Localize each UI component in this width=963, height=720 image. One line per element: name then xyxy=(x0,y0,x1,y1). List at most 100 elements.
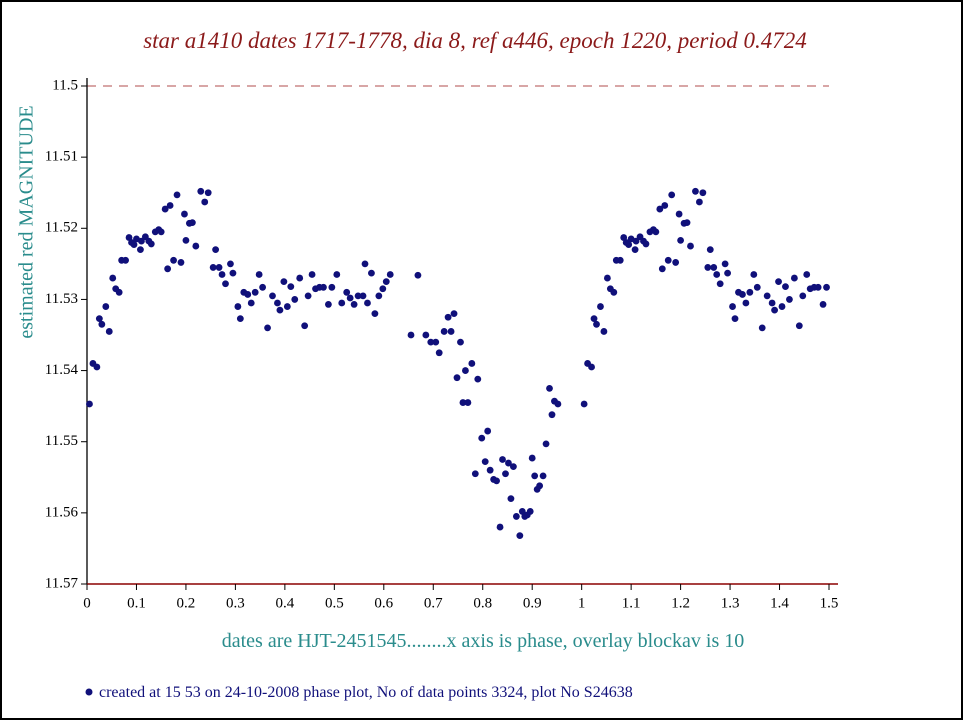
data-point xyxy=(182,236,190,244)
data-point xyxy=(181,210,188,218)
data-point xyxy=(98,320,106,328)
data-point xyxy=(130,241,138,249)
data-point xyxy=(768,299,776,307)
data-point xyxy=(531,472,539,480)
x-tick-label: 0.3 xyxy=(226,595,245,611)
data-point xyxy=(255,271,263,278)
data-point xyxy=(597,303,604,310)
x-tick-label: 0.4 xyxy=(275,595,294,611)
data-point xyxy=(259,283,267,291)
data-point xyxy=(782,283,789,291)
data-point xyxy=(204,189,212,197)
data-point xyxy=(548,411,556,419)
data-point xyxy=(795,322,803,330)
data-point xyxy=(354,292,362,300)
data-point xyxy=(192,242,200,250)
data-point xyxy=(427,338,435,346)
data-point xyxy=(803,271,811,278)
data-point xyxy=(716,280,724,288)
data-point xyxy=(251,288,259,296)
data-point xyxy=(432,338,440,346)
data-point xyxy=(291,296,299,303)
data-point xyxy=(542,440,550,448)
data-point xyxy=(215,264,223,271)
data-point xyxy=(713,271,721,278)
data-point xyxy=(209,264,217,271)
data-point xyxy=(386,271,394,278)
data-point xyxy=(440,328,448,335)
data-point xyxy=(177,259,185,266)
data-point xyxy=(516,532,524,540)
data-point xyxy=(274,299,281,307)
data-point xyxy=(664,256,672,264)
data-point xyxy=(786,296,793,303)
data-point xyxy=(499,456,506,463)
data-point xyxy=(164,265,172,273)
data-point xyxy=(484,427,492,435)
data-point xyxy=(333,271,341,278)
x-tick-label: 1.3 xyxy=(721,595,740,611)
data-point xyxy=(695,198,703,206)
data-point xyxy=(590,315,598,323)
y-tick-label: 11.52 xyxy=(45,220,78,236)
data-point xyxy=(468,360,476,367)
data-point xyxy=(361,260,369,268)
data-point xyxy=(308,271,316,278)
data-point xyxy=(350,301,358,308)
data-point xyxy=(247,299,255,307)
data-point xyxy=(799,292,807,300)
data-point xyxy=(244,291,252,298)
data-point xyxy=(338,299,346,307)
x-tick-label: 0.6 xyxy=(374,595,393,611)
data-point xyxy=(661,202,669,209)
data-point xyxy=(320,283,327,291)
data-point xyxy=(173,191,181,199)
data-point xyxy=(280,278,288,286)
data-point xyxy=(462,367,469,374)
x-tick-label: 0.7 xyxy=(424,595,443,611)
data-point xyxy=(687,242,694,250)
data-point xyxy=(324,301,332,308)
x-tick-label: 0.1 xyxy=(127,595,146,611)
data-point xyxy=(554,400,562,408)
data-point xyxy=(379,285,387,293)
data-point xyxy=(710,264,718,271)
data-point xyxy=(546,384,553,392)
data-point xyxy=(450,310,458,318)
y-tick-label: 11.53 xyxy=(45,291,78,307)
data-point xyxy=(616,256,624,264)
data-point xyxy=(147,240,155,248)
data-point xyxy=(778,303,786,310)
data-point xyxy=(731,315,739,323)
data-point xyxy=(753,283,761,291)
y-tick-label: 11.54 xyxy=(45,362,79,378)
data-point xyxy=(683,219,691,226)
data-point xyxy=(502,470,509,478)
data-point xyxy=(382,278,390,286)
data-point xyxy=(264,324,271,332)
data-point xyxy=(474,375,482,383)
data-point xyxy=(699,189,707,197)
data-point xyxy=(724,269,731,277)
y-tick-label: 11.56 xyxy=(45,504,79,520)
data-point xyxy=(692,187,699,195)
y-tick-label: 11.5 xyxy=(52,77,78,93)
data-point xyxy=(704,264,712,271)
data-point xyxy=(368,269,375,277)
data-point xyxy=(166,202,174,209)
data-point xyxy=(528,454,536,462)
data-point xyxy=(346,294,354,302)
x-tick-label: 0.2 xyxy=(177,595,196,611)
data-point xyxy=(739,291,746,298)
x-tick-label: 1.2 xyxy=(671,595,690,611)
data-point xyxy=(507,495,515,503)
data-point xyxy=(675,210,683,218)
data-point xyxy=(157,228,165,236)
data-point xyxy=(603,274,611,282)
y-tick-label: 11.57 xyxy=(45,575,79,591)
y-tick-label: 11.55 xyxy=(45,433,78,449)
data-point xyxy=(343,288,351,296)
data-point xyxy=(102,303,110,310)
